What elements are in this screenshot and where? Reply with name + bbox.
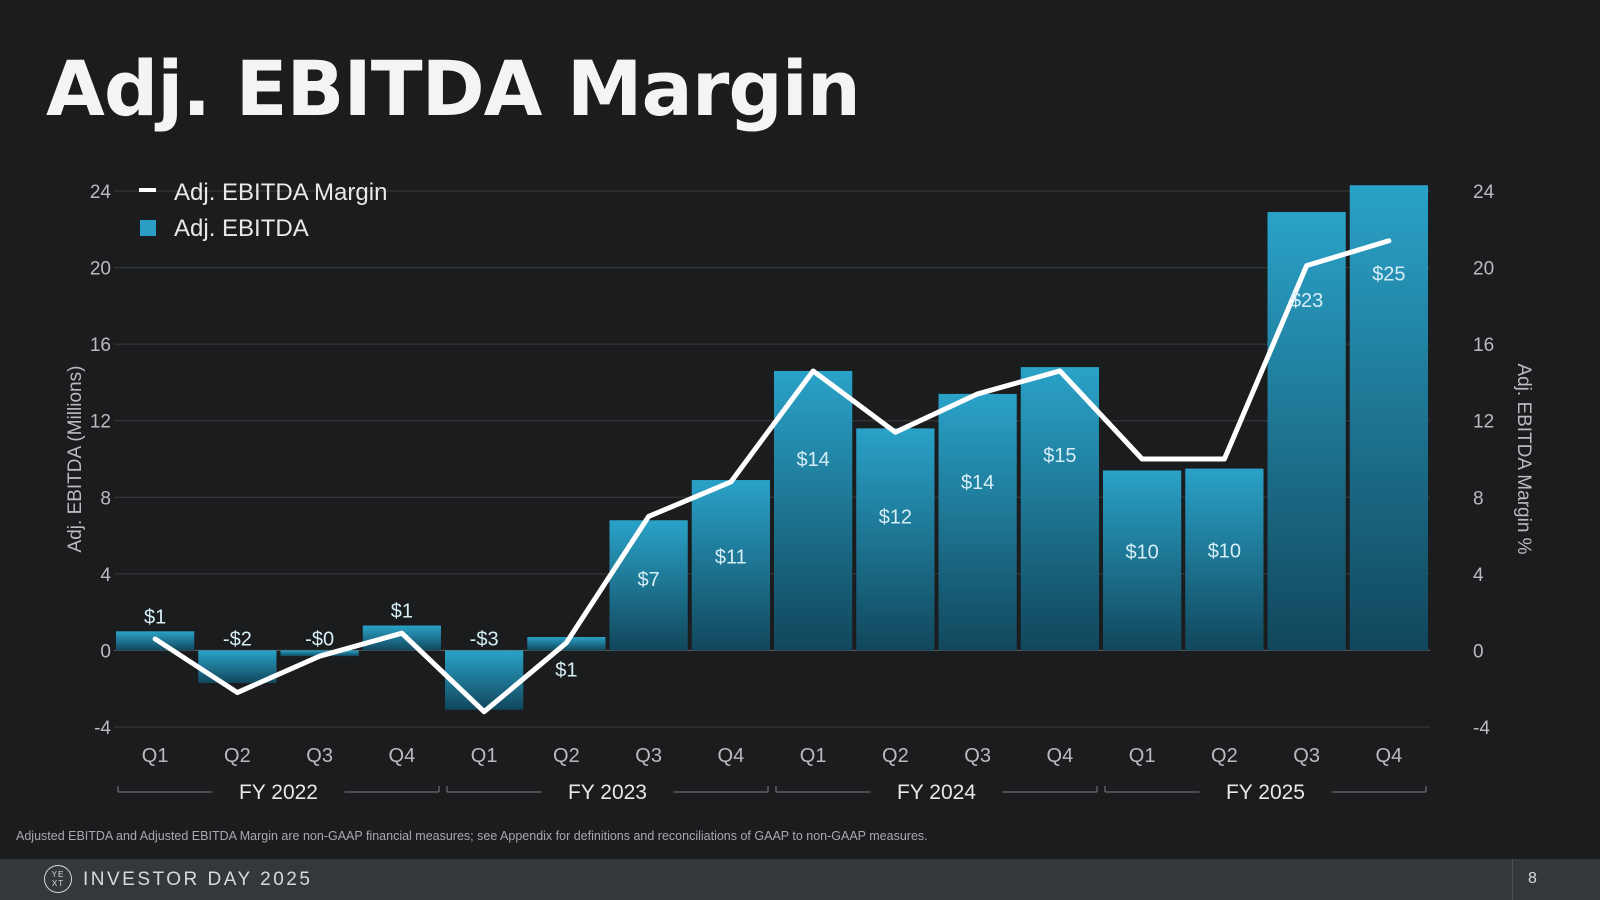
x-tick-label: Q2 (1211, 745, 1238, 767)
data-labels: $1 -$2 -$0 $1 -$3 $1 $7 $11 $14 $12 $14 $15 $10 $10 $2… (144, 263, 1406, 681)
bar-value-label: $25 (1372, 263, 1405, 285)
x-tick-label: Q3 (306, 745, 333, 767)
legend: Adj. EBITDA Margin Adj. EBITDA (139, 179, 387, 242)
x-tick-label: Q1 (800, 745, 827, 767)
bar-value-label: $23 (1290, 290, 1323, 312)
x-tick-label: Q2 (882, 745, 909, 767)
y2-tick-label: 4 (1473, 565, 1484, 586)
bar-value-label: -$3 (470, 628, 499, 650)
legend-label: Adj. EBITDA Margin (174, 179, 387, 206)
y2-tick-label: -4 (1473, 718, 1490, 739)
page-number: 8 (1528, 870, 1537, 887)
legend-label: Adj. EBITDA (174, 215, 309, 242)
y-tick-label: 12 (90, 412, 111, 433)
x-tick-label: Q4 (389, 745, 416, 767)
bar-value-label: $10 (1208, 540, 1241, 562)
bar-value-label: $1 (391, 601, 413, 623)
bar (280, 650, 359, 657)
x-tick-label: Q1 (1129, 745, 1156, 767)
y2-tick-label: 16 (1473, 335, 1494, 356)
x-tick-label: Q4 (1376, 745, 1403, 767)
bar-value-label: -$0 (305, 628, 334, 650)
bar-series (116, 185, 1428, 710)
group-label: FY 2023 (568, 781, 647, 804)
bar (362, 625, 441, 651)
bar (938, 393, 1017, 651)
bar (1267, 212, 1346, 651)
bar-value-label: $11 (715, 547, 747, 569)
bar (609, 520, 688, 651)
y2-tick-label: 0 (1473, 641, 1484, 662)
x-tick-label: Q3 (635, 745, 662, 767)
logo-icon: YE XT (44, 865, 72, 893)
legend-line-swatch (139, 188, 156, 192)
bar (856, 428, 935, 651)
page-title: Adj. EBITDA Margin (46, 44, 861, 133)
x-tick-label: Q4 (1047, 745, 1074, 767)
bar (691, 480, 770, 651)
bar-value-label: $1 (555, 659, 577, 681)
axes: -4 -4 0 0 4 4 8 8 12 12 16 16 20 20 24 24 Adj. EBITDA (M… (65, 182, 1534, 804)
bar (1103, 470, 1182, 651)
x-tick-label: Q1 (471, 745, 498, 767)
x-tick-label: Q3 (964, 745, 991, 767)
x-tick-label: Q3 (1293, 745, 1320, 767)
y2-axis-title: Adj. EBITDA Margin % (1513, 363, 1534, 554)
bar-value-label: $10 (1125, 541, 1158, 563)
y-axis-title: Adj. EBITDA (Millions) (65, 366, 86, 553)
bar (1185, 468, 1264, 651)
x-tick-label: Q2 (224, 745, 251, 767)
bar-value-label: $14 (961, 472, 994, 494)
bar (1020, 367, 1099, 651)
bar-value-label: $1 (144, 606, 166, 628)
bar-value-label: $15 (1043, 445, 1076, 467)
line-series (152, 238, 1392, 715)
y-tick-label: 8 (100, 488, 111, 509)
y-tick-label: 24 (90, 182, 112, 203)
bar (774, 370, 853, 651)
y2-tick-label: 12 (1473, 412, 1494, 433)
y-tick-label: 16 (90, 335, 111, 356)
footer-divider (1512, 859, 1513, 900)
footer-bar: YE XT INVESTOR DAY 2025 8 (0, 859, 1600, 900)
footnote: Adjusted EBITDA and Adjusted EBITDA Marg… (16, 829, 928, 843)
y2-tick-label: 8 (1473, 488, 1484, 509)
bar-value-label: -$2 (223, 628, 252, 650)
y2-tick-label: 24 (1473, 182, 1495, 203)
legend-bar-swatch (140, 220, 156, 236)
x-tick-label: Q1 (142, 745, 169, 767)
bar-value-label: $14 (796, 449, 829, 471)
group-label: FY 2024 (897, 781, 976, 804)
bar (1349, 185, 1428, 651)
x-tick-label: Q2 (553, 745, 580, 767)
y-tick-label: 0 (100, 641, 111, 662)
y-tick-label: 4 (100, 565, 111, 586)
y-tick-label: 20 (90, 259, 111, 280)
y-tick-label: -4 (94, 718, 111, 739)
x-tick-label: Q4 (718, 745, 745, 767)
group-label: FY 2025 (1226, 781, 1305, 804)
bar-value-label: $12 (879, 506, 912, 528)
bar (445, 650, 524, 710)
bar-value-label: $7 (638, 569, 660, 591)
footer-label: INVESTOR DAY 2025 (83, 869, 313, 890)
y2-tick-label: 20 (1473, 259, 1494, 280)
group-label: FY 2022 (239, 781, 318, 804)
margin-line (152, 238, 1392, 715)
